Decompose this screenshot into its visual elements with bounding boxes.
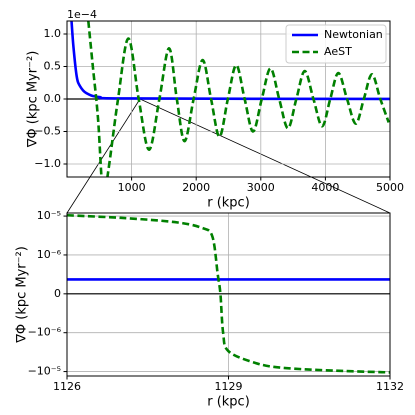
y-tick-label: −10⁻⁵ [28, 365, 61, 378]
legend: Newtonian AeST [285, 24, 387, 64]
zoom-connector [66, 98, 141, 214]
y-tick-label: −10⁻⁶ [28, 326, 62, 339]
y-tick-label: −0.5 [34, 125, 61, 138]
y-axis-label: ∇Φ (kpc Myr⁻²) [15, 246, 30, 344]
y-tick-label: 0.0 [44, 92, 62, 105]
y-tick-label: 0 [54, 287, 61, 300]
x-tick-label: 2000 [182, 181, 210, 194]
y-axis-label: ∇Φ (kpc Myr⁻²) [26, 51, 41, 149]
series-line [87, 21, 390, 177]
x-tick-label: 1132 [376, 380, 404, 393]
x-tick-label: 1129 [215, 380, 243, 393]
zoom-connector [139, 98, 391, 214]
axes-frame [66, 20, 391, 178]
x-tick-label: 4000 [311, 181, 339, 194]
y-tick-label: −1.0 [34, 157, 61, 170]
x-tick-label: 3000 [247, 181, 275, 194]
y-tick-label: 1.0 [44, 27, 62, 40]
legend-label: Newtonian [324, 28, 383, 41]
x-tick-label: 5000 [376, 181, 404, 194]
x-axis-label: r (kpc) [207, 196, 250, 211]
y-tick-label: 10⁻⁶ [37, 248, 62, 261]
axis-offset: 1e−4 [67, 8, 97, 21]
x-tick-label: 1000 [118, 181, 146, 194]
y-tick-label: 10⁻⁵ [37, 209, 61, 222]
x-axis-label: r (kpc) [207, 395, 250, 410]
x-tick-label: 1126 [53, 380, 81, 393]
series-line [67, 213, 390, 374]
legend-label: AeST [324, 45, 352, 58]
axes-frame [66, 212, 391, 377]
y-tick-label: 0.5 [44, 60, 62, 73]
